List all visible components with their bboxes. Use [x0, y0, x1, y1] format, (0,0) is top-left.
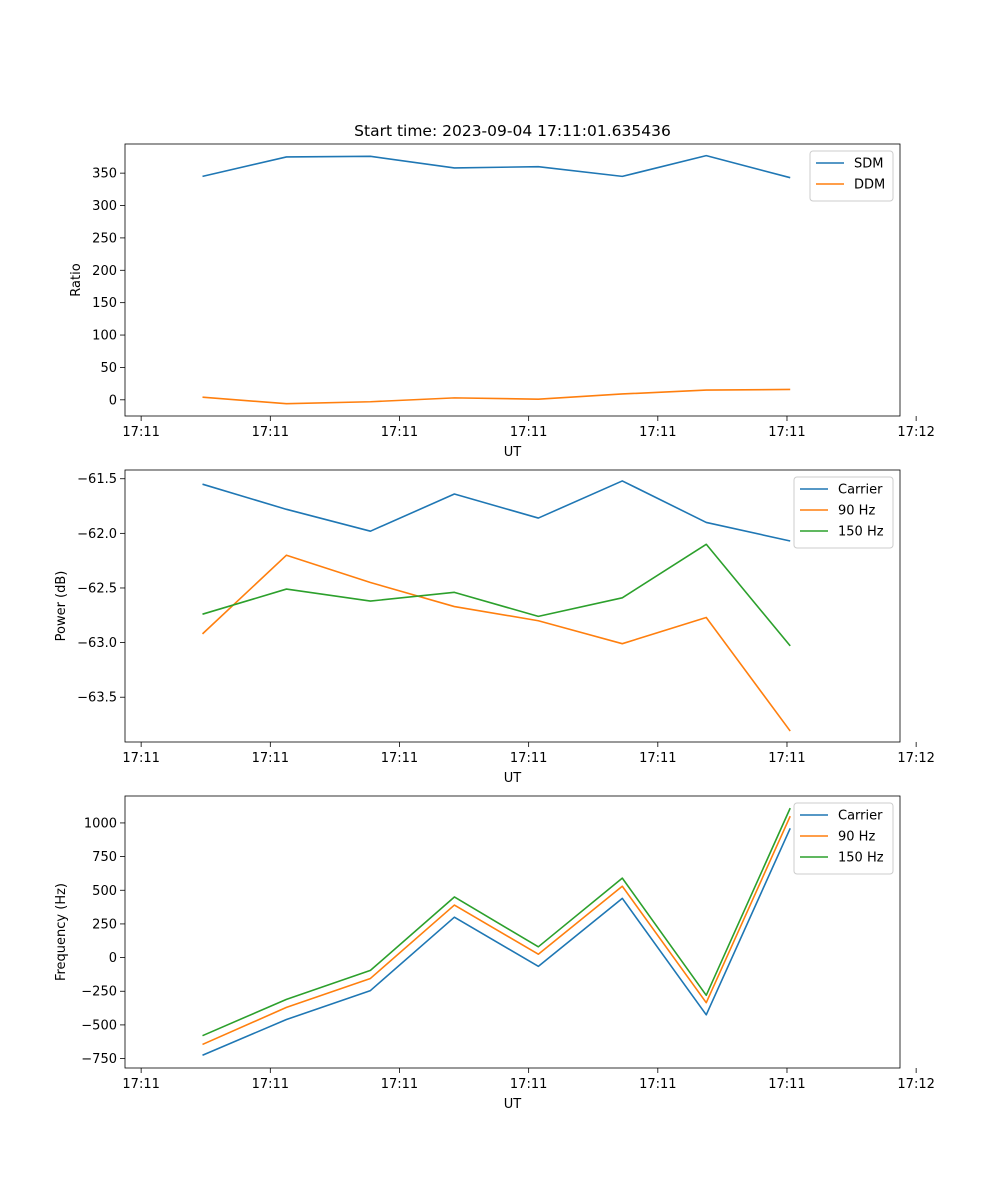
subplot-2: 17:11 17:11 17:11 17:11 17:11 17:11 17:12 −63.5…	[54, 469, 935, 786]
legend-label: Carrier	[838, 809, 883, 824]
x-tick-label: 17:11	[252, 425, 289, 440]
chart-title: Start time: 2023-09-04 17:11:01.635436	[354, 122, 671, 140]
y-axis-label: Power (dB)	[54, 571, 69, 642]
x-tick-label: 17:11	[252, 1077, 289, 1092]
x-axis-label: UT	[504, 771, 522, 786]
x-tick-label: 17:12	[897, 425, 934, 440]
y-tick-label: −250	[81, 985, 117, 1000]
x-tick-label: 17:11	[768, 1077, 805, 1092]
x-tick-label: 17:11	[510, 425, 547, 440]
y-tick-label: 350	[92, 167, 117, 182]
subplot-1: 17:11 17:11 17:11 17:11 17:11 17:11 17:12 0 50 10…	[69, 143, 935, 460]
x-tick-label: 17:11	[768, 425, 805, 440]
x-axis-label: UT	[504, 445, 522, 460]
y-tick-label: 1000	[84, 816, 117, 831]
y-tick-label: 500	[92, 884, 117, 899]
legend-label: Carrier	[838, 483, 883, 498]
y-tick-label: −61.5	[77, 472, 117, 487]
series-line-90-hz	[202, 815, 791, 1046]
y-tick-label: −63.0	[77, 636, 117, 651]
y-tick-label: 200	[92, 264, 117, 279]
x-tick-label: 17:11	[381, 1077, 418, 1092]
x-tick-label: 17:11	[252, 751, 289, 766]
series-line-90-hz	[201, 554, 791, 732]
y-tick-label: 250	[92, 231, 117, 246]
x-tick-label: 17:11	[381, 751, 418, 766]
x-tick-label: 17:11	[381, 425, 418, 440]
y-tick-label: −62.5	[77, 581, 117, 596]
x-tick-label: 17:11	[510, 751, 547, 766]
y-tick-label: 300	[92, 199, 117, 214]
x-tick-label: 17:11	[122, 425, 159, 440]
legend-label: DDM	[854, 178, 885, 193]
axes-frame	[124, 469, 901, 743]
series-line-carrier	[202, 480, 791, 542]
x-tick-label: 17:11	[639, 425, 676, 440]
x-tick-label: 17:11	[122, 751, 159, 766]
y-tick-label: −63.5	[77, 691, 117, 706]
y-tick-label: −750	[81, 1052, 117, 1067]
x-tick-label: 17:11	[639, 751, 676, 766]
x-tick-label: 17:11	[510, 1077, 547, 1092]
y-tick-label: 750	[92, 850, 117, 865]
x-tick-label: 17:11	[122, 1077, 159, 1092]
legend-label: 150 Hz	[838, 525, 884, 540]
y-tick-label: −500	[81, 1018, 117, 1033]
axes-frame	[124, 143, 901, 417]
legend-label: 90 Hz	[838, 830, 875, 845]
x-tick-label: 17:12	[897, 1077, 934, 1092]
series-line-150-hz	[202, 807, 791, 1037]
y-tick-label: 250	[92, 917, 117, 932]
y-axis-label: Frequency (Hz)	[54, 883, 69, 981]
y-axis-label: Ratio	[69, 263, 84, 296]
y-tick-label: 0	[109, 951, 117, 966]
y-tick-label: 150	[92, 296, 117, 311]
series-line-sdm	[202, 154, 791, 179]
y-tick-label: 100	[92, 329, 117, 344]
x-tick-label: 17:11	[639, 1077, 676, 1092]
x-tick-label: 17:12	[897, 751, 934, 766]
series-line-ddm	[202, 388, 791, 405]
legend-label: 90 Hz	[838, 504, 875, 519]
x-tick-label: 17:11	[768, 751, 805, 766]
y-tick-label: −62.0	[77, 527, 117, 542]
legend-label: 150 Hz	[838, 851, 884, 866]
series-line-carrier	[202, 827, 791, 1056]
series-line-150-hz	[202, 543, 791, 647]
axes-frame	[124, 795, 901, 1069]
y-tick-label: 50	[100, 361, 117, 376]
subplot-3: 17:11 17:11 17:11 17:11 17:11 17:11 17:12 −750 −…	[54, 795, 935, 1112]
legend-label: SDM	[854, 157, 883, 172]
y-tick-label: 0	[109, 393, 117, 408]
x-axis-label: UT	[504, 1097, 522, 1112]
